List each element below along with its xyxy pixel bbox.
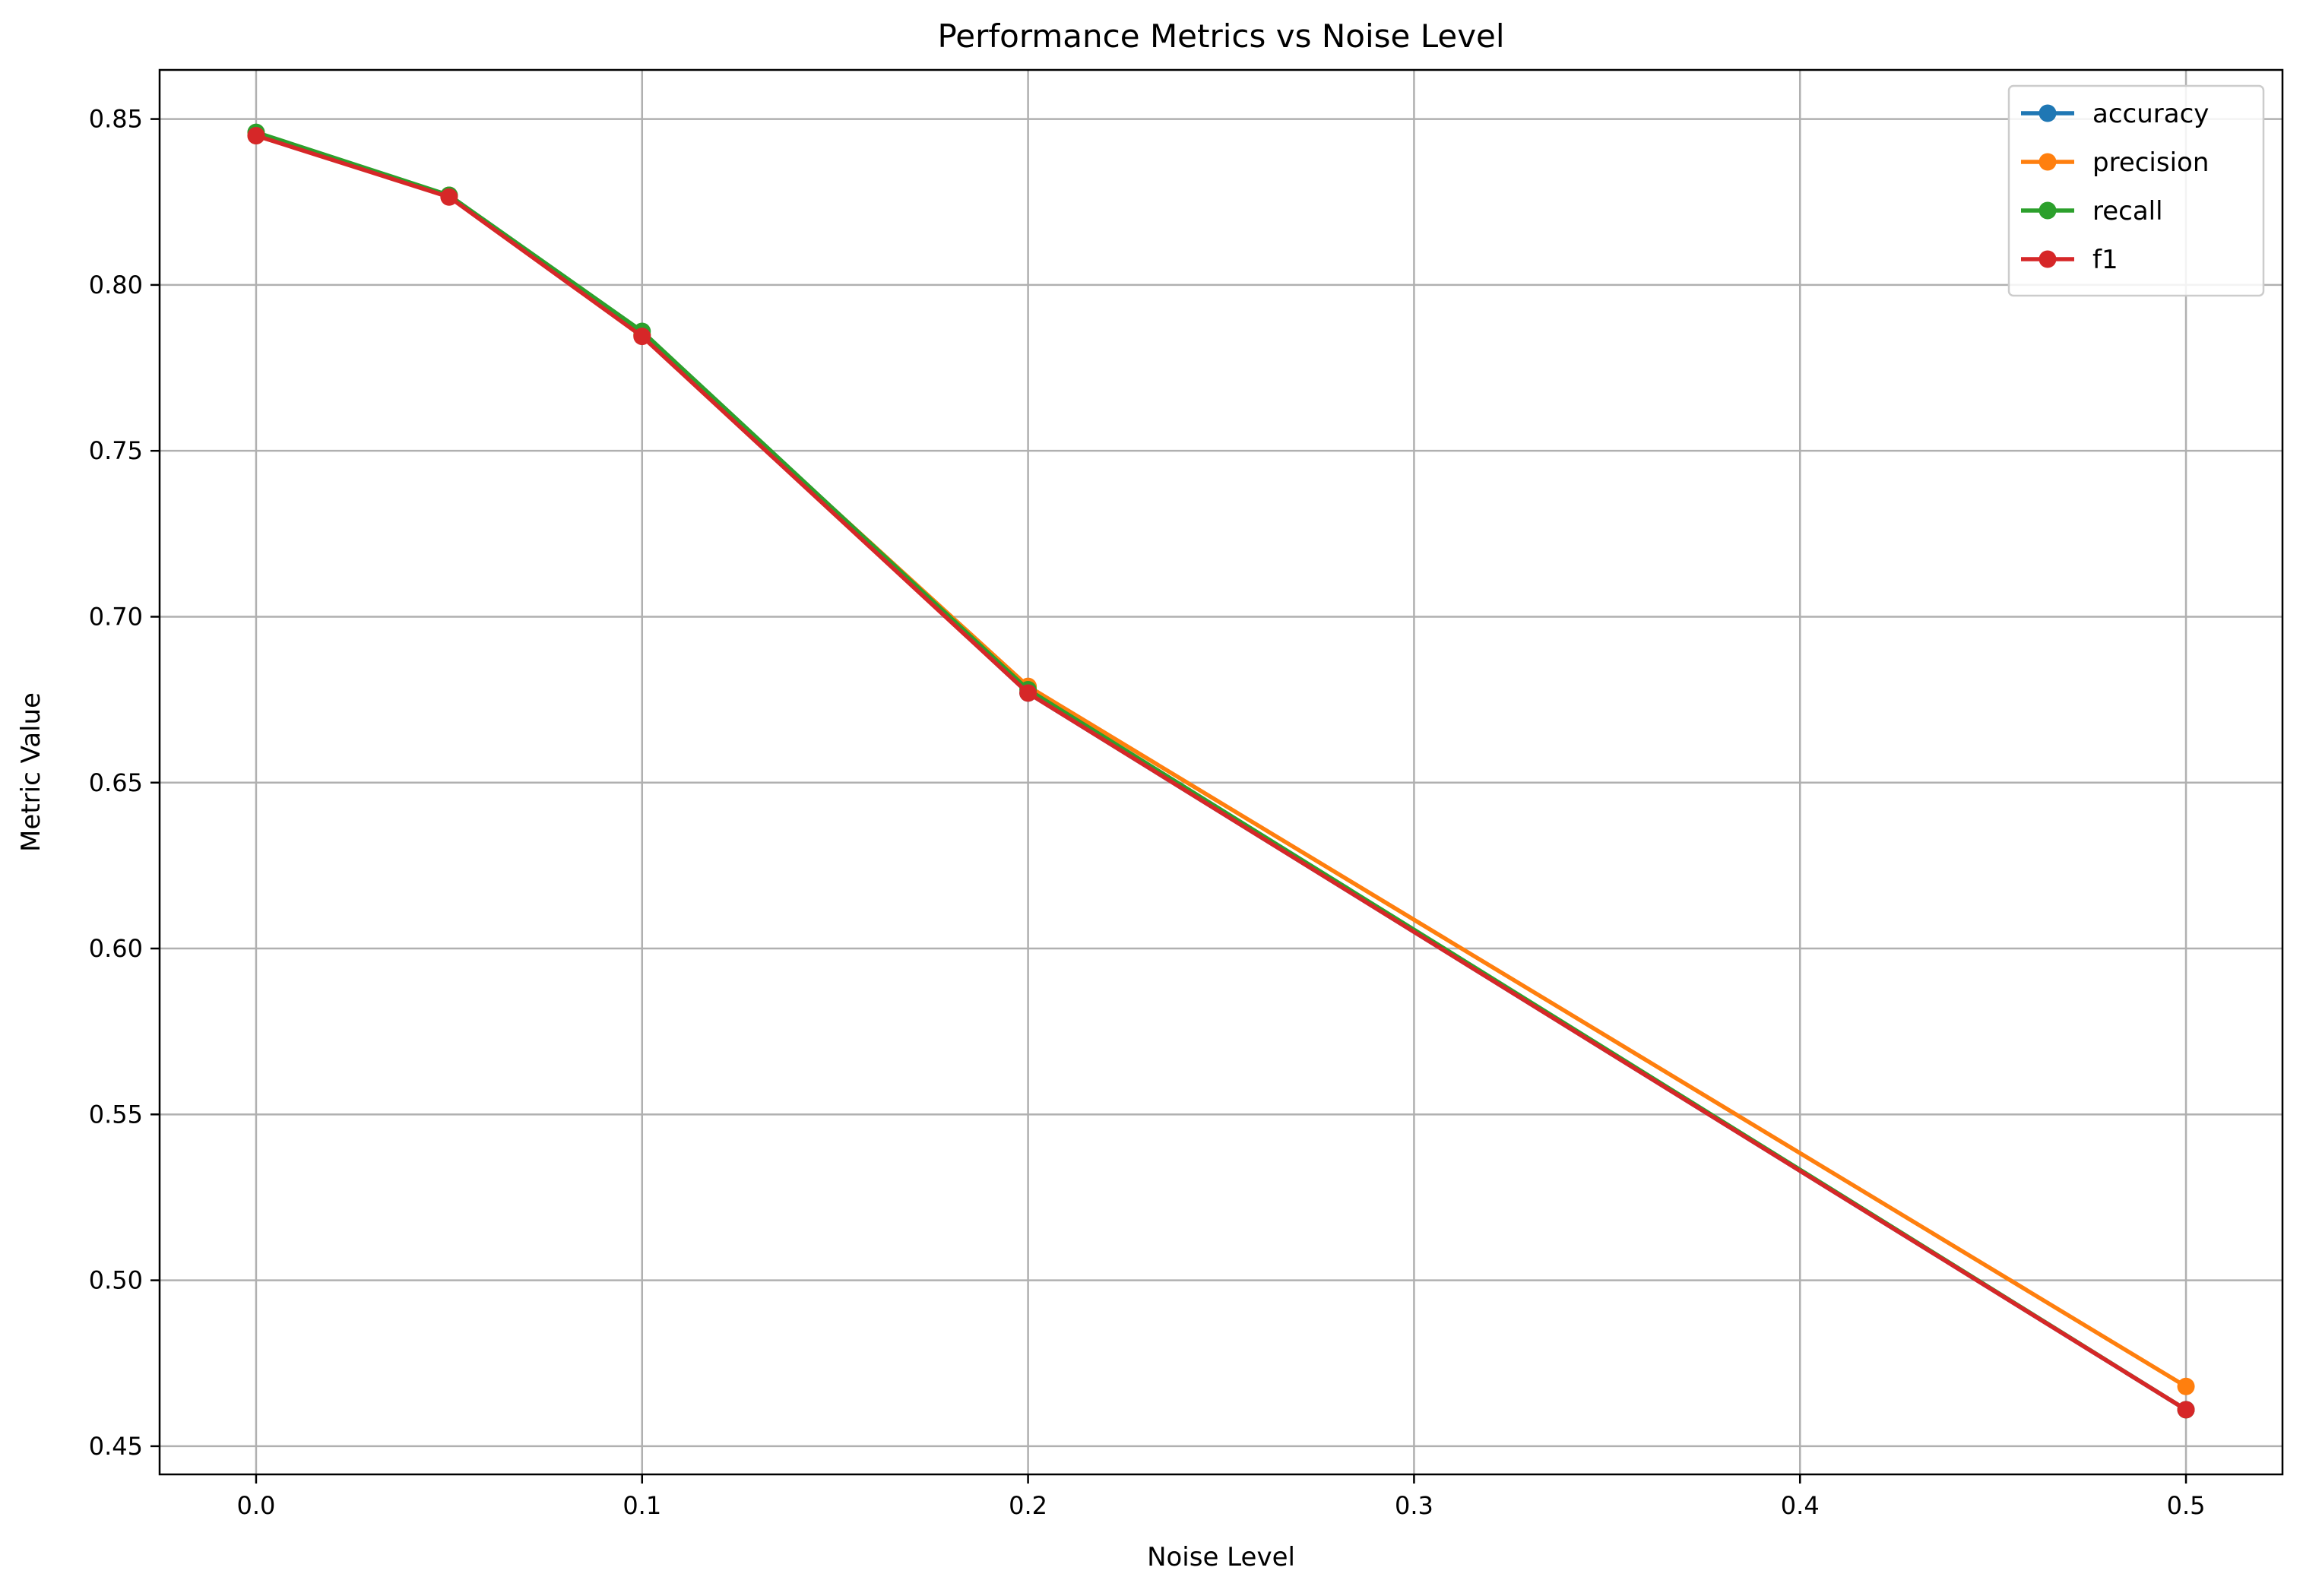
f1-point [440, 188, 458, 206]
precision-point [2177, 1377, 2195, 1395]
chart-title: Performance Metrics vs Noise Level [937, 17, 1504, 55]
f1-point [2177, 1401, 2195, 1419]
x-tick-label: 0.2 [1009, 1491, 1047, 1520]
f1-point [633, 328, 651, 346]
y-tick-label: 0.85 [89, 105, 143, 134]
f1-point [1019, 684, 1037, 702]
x-tick-label: 0.5 [2167, 1491, 2206, 1520]
x-tick-label: 0.4 [1781, 1491, 1820, 1520]
y-tick-label: 0.60 [89, 934, 143, 963]
y-tick-label: 0.45 [89, 1432, 143, 1461]
legend-swatch-marker [2038, 153, 2057, 171]
legend-item-accuracy: accuracy [2021, 99, 2209, 129]
y-tick-label: 0.75 [89, 436, 143, 465]
y-axis-ticks: 0.45 0.50 0.55 0.60 0.65 0.70 0.75 0.80 0.85 [89, 105, 160, 1461]
x-axis-ticks: 0.0 0.1 0.2 0.3 0.4 0.5 [237, 1474, 2206, 1520]
legend-item-recall: recall [2021, 196, 2163, 226]
legend-item-precision: precision [2021, 147, 2209, 178]
legend-label: precision [2092, 147, 2209, 178]
legend-item-f1: f1 [2021, 245, 2118, 275]
series-layer [247, 123, 2195, 1419]
y-axis-label: Metric Value [16, 692, 46, 852]
y-tick-label: 0.55 [89, 1100, 143, 1129]
grid [160, 70, 2282, 1474]
legend-box [2007, 84, 2265, 297]
legend: accuracy precision recall f1 [2007, 84, 2265, 297]
legend-swatch-marker [2038, 104, 2057, 122]
x-tick-label: 0.1 [622, 1491, 661, 1520]
legend-label: f1 [2092, 245, 2118, 275]
plot-frame [158, 68, 2284, 1476]
legend-label: recall [2092, 196, 2163, 226]
x-tick-label: 0.0 [237, 1491, 276, 1520]
y-tick-label: 0.50 [89, 1266, 143, 1295]
x-tick-label: 0.3 [1395, 1491, 1433, 1520]
legend-label: accuracy [2092, 99, 2209, 129]
f1-point [247, 126, 265, 144]
y-tick-label: 0.70 [89, 602, 143, 631]
legend-swatch-marker [2038, 250, 2057, 268]
y-tick-label: 0.65 [89, 768, 143, 797]
legend-swatch-marker [2038, 201, 2057, 220]
series-f1 [247, 126, 2195, 1419]
y-tick-label: 0.80 [89, 271, 143, 299]
x-axis-label: Noise Level [1147, 1542, 1295, 1572]
